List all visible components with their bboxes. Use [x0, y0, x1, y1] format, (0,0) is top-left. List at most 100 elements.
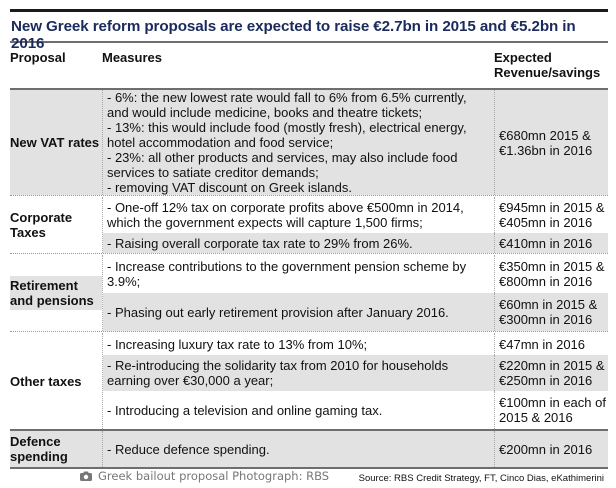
column-header-revenue: Expected Revenue/savings	[494, 43, 608, 88]
measure-line: - Reduce defence spending.	[107, 441, 270, 457]
proposal-label-text: Retirement and pensions	[10, 276, 102, 310]
table-row: - Raising overall corporate tax rate to …	[103, 233, 608, 253]
revenue-cell: €410mn in 2016	[494, 233, 608, 253]
measure-line: which the government expects will captur…	[107, 215, 423, 230]
measure-line: - Increasing luxury tax rate to 13% from…	[107, 336, 368, 352]
measure-line: - 13%: this would include food (mostly f…	[107, 120, 467, 135]
measure-line: services to satiate creditor demands;	[107, 165, 319, 180]
revenue-cell: €200mn in 2016	[494, 431, 608, 467]
revenue-line: €410mn in 2016	[499, 235, 593, 251]
revenue-cell: €945mn in 2015 & €405mn in 2016	[494, 197, 608, 233]
measure-line: hotel accommodation and food service;	[107, 135, 334, 150]
revenue-line: €100mn in each of	[499, 395, 606, 410]
proposal-group: Other taxes - Increasing luxury tax rate …	[10, 333, 608, 429]
image-caption: Greek bailout proposal Photograph: RBS	[80, 469, 329, 483]
revenue-line: €405mn in 2016	[499, 215, 593, 230]
measure-cell: - Phasing out early retirement provision…	[103, 293, 494, 331]
measure-line: - Phasing out early retirement provision…	[107, 304, 449, 320]
proposal-group: New VAT rates - 6%: the new lowest rate w…	[10, 90, 608, 195]
revenue-line: €300mn in 2016	[499, 312, 593, 327]
measure-rows: - 6%: the new lowest rate would fall to …	[102, 90, 608, 195]
revenue-cell: €680mn 2015 & €1.36bn in 2016	[494, 90, 608, 195]
table-row: - 6%: the new lowest rate would fall to …	[103, 90, 608, 195]
measure-cell: - Introducing a television and online ga…	[103, 391, 494, 429]
measure-line: 3.9%;	[107, 274, 141, 289]
camera-icon	[80, 471, 92, 481]
measure-cell: - Re-introducing the solidarity tax from…	[103, 355, 494, 391]
revenue-line: 2015 & 2016	[499, 410, 573, 425]
measure-cell: - One-off 12% tax on corporate profits a…	[103, 197, 494, 233]
proposal-label-text: Corporate Taxes	[10, 210, 73, 240]
header-rule	[10, 41, 608, 43]
source-note: Source: RBS Credit Strategy, FT, Cinco D…	[358, 473, 604, 484]
measure-cell: - Reduce defence spending.	[103, 431, 494, 467]
table-row: - Re-introducing the solidarity tax from…	[103, 355, 608, 391]
table-row: - Introducing a television and online ga…	[103, 391, 608, 429]
measure-cell: - Increasing luxury tax rate to 13% from…	[103, 333, 494, 355]
proposal-label: Defence spending	[10, 431, 102, 467]
measure-line: - One-off 12% tax on corporate profits a…	[107, 200, 464, 215]
proposal-label-text: Defence spending	[10, 434, 68, 464]
proposal-label: Other taxes	[10, 333, 102, 429]
proposal-label: Retirement and pensions	[10, 255, 102, 331]
measure-line: - Introducing a television and online ga…	[107, 402, 383, 418]
table-title: New Greek reform proposals are expected …	[11, 18, 576, 52]
table-row: - One-off 12% tax on corporate profits a…	[103, 197, 608, 233]
proposal-label: New VAT rates	[10, 90, 102, 195]
measure-line: - Re-introducing the solidarity tax from…	[107, 358, 449, 373]
measure-line: - Increase contributions to the governme…	[107, 259, 467, 274]
table-header: Proposal Measures Expected Revenue/savin…	[10, 43, 608, 88]
measure-cell: - Increase contributions to the governme…	[103, 255, 494, 293]
group-separator	[10, 429, 608, 431]
proposal-group: Defence spending - Reduce defence spendin…	[10, 431, 608, 467]
group-separator	[10, 331, 608, 333]
measure-line: - 23%: all other products and services, …	[107, 150, 458, 165]
revenue-cell: €220mn in 2015 & €250mn in 2016	[494, 355, 608, 391]
proposal-label-text: Other taxes	[10, 373, 82, 389]
caption-text: Greek bailout proposal Photograph: RBS	[98, 469, 330, 483]
proposal-group: Corporate Taxes - One-off 12% tax on corp…	[10, 197, 608, 253]
measure-line: earning over €30,000 a year;	[107, 373, 274, 388]
bottom-rule	[10, 467, 608, 469]
reform-table: New Greek reform proposals are expected …	[10, 9, 608, 484]
table-row: - Reduce defence spending. €200mn in 2016	[103, 431, 608, 467]
revenue-line: €220mn in 2015 &	[499, 358, 605, 373]
column-header-revenue-line1: Expected	[494, 50, 552, 65]
column-header-measures: Measures	[102, 50, 162, 65]
body-top-rule	[10, 88, 608, 90]
revenue-line: €800mn in 2016	[499, 274, 593, 289]
group-separator	[10, 253, 608, 255]
measure-line: - removing VAT discount on Greek islands…	[107, 180, 352, 195]
table-body: New VAT rates - 6%: the new lowest rate w…	[10, 90, 608, 467]
table-row: - Increasing luxury tax rate to 13% from…	[103, 333, 608, 355]
table-row: - Increase contributions to the governme…	[103, 255, 608, 293]
revenue-cell: €350mn in 2015 & €800mn in 2016	[494, 255, 608, 293]
revenue-line: €945mn in 2015 &	[499, 200, 605, 215]
measure-rows: - One-off 12% tax on corporate profits a…	[102, 197, 608, 253]
revenue-cell: €60mn in 2015 & €300mn in 2016	[494, 293, 608, 331]
measure-line: and would include medicine, books and th…	[107, 105, 423, 120]
measure-rows: - Increase contributions to the governme…	[102, 255, 608, 331]
proposal-group: Retirement and pensions - Increase contri…	[10, 255, 608, 331]
revenue-line: €350mn in 2015 &	[499, 259, 605, 274]
proposal-label: Corporate Taxes	[10, 197, 102, 253]
revenue-line: €60mn in 2015 &	[499, 297, 598, 312]
revenue-line: €47mn in 2016	[499, 336, 586, 352]
column-header-proposal: Proposal	[10, 50, 66, 65]
revenue-cell: €47mn in 2016	[494, 333, 608, 355]
measure-cell: - 6%: the new lowest rate would fall to …	[103, 90, 494, 195]
top-rule	[10, 9, 608, 12]
revenue-line: €200mn in 2016	[499, 441, 593, 457]
revenue-line: €1.36bn in 2016	[499, 142, 593, 158]
revenue-line: €250mn in 2016	[499, 373, 593, 388]
measure-cell: - Raising overall corporate tax rate to …	[103, 233, 494, 253]
column-header-revenue-line2: Revenue/savings	[494, 65, 601, 80]
measure-rows: - Increasing luxury tax rate to 13% from…	[102, 333, 608, 429]
measure-line: - Raising overall corporate tax rate to …	[107, 235, 413, 251]
measure-line: - 6%: the new lowest rate would fall to …	[107, 90, 467, 105]
table-row: - Phasing out early retirement provision…	[103, 293, 608, 331]
revenue-line: €680mn 2015 &	[499, 127, 591, 143]
group-separator	[10, 195, 608, 197]
proposal-label-text: New VAT rates	[10, 135, 100, 150]
revenue-cell: €100mn in each of 2015 & 2016	[494, 391, 608, 429]
